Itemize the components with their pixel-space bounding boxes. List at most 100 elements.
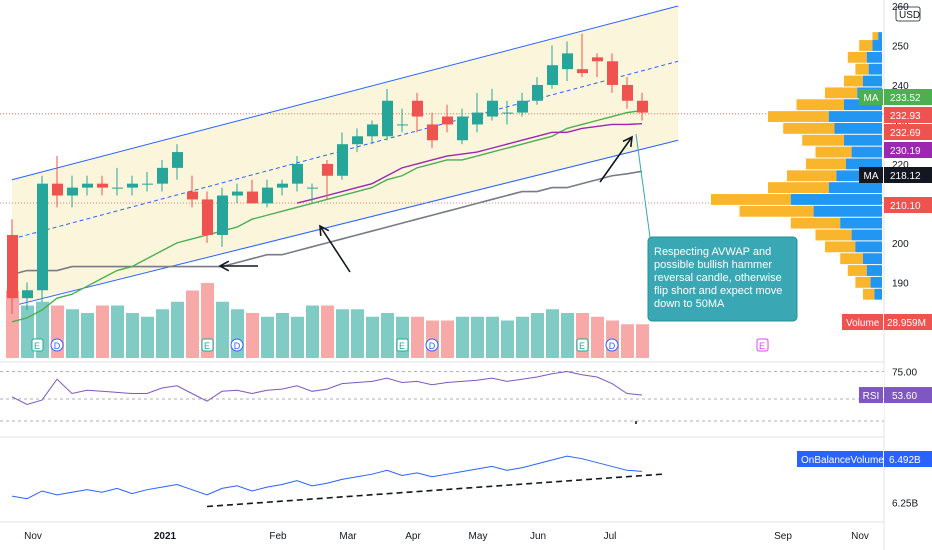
- volume-bar: [471, 316, 484, 358]
- volume-bar: [306, 305, 319, 358]
- rsi-tick-label: 75.00: [892, 368, 917, 379]
- price-tag-label-box: [859, 89, 883, 105]
- volume-bar: [96, 305, 109, 358]
- volume-bar: [486, 316, 499, 358]
- avwap-line: [296, 122, 643, 204]
- obv-line: [11, 455, 643, 500]
- candle-body: [412, 100, 423, 117]
- price-tag-label: MA: [864, 93, 879, 104]
- volume-profile-bar: [844, 75, 863, 87]
- arrow-jan-head: [218, 260, 230, 272]
- volume-tag-label-box: [842, 314, 883, 330]
- earnings-marker-icon: [31, 338, 44, 352]
- annotation-pointer: [635, 133, 653, 253]
- dividend-marker-letter: D: [54, 341, 61, 351]
- earnings-marker-letter: E: [399, 341, 405, 351]
- volume-bar: [156, 309, 169, 358]
- volume-bar: [381, 313, 394, 358]
- candle-body: [292, 163, 303, 184]
- volume-bar: [456, 316, 469, 358]
- volume-profile-bar: [863, 75, 882, 87]
- volume-profile-bar: [851, 229, 882, 241]
- volume-bar: [501, 320, 514, 358]
- rsi-tag-value: 53.60: [892, 391, 917, 402]
- price-tick-label: 200: [892, 239, 909, 250]
- volume-bar: [66, 309, 79, 358]
- volume-profile-bar: [847, 51, 867, 63]
- arrow-aug-head: [622, 135, 633, 148]
- volume-profile-bar: [790, 217, 841, 229]
- rsi-band: [0, 371, 884, 421]
- volume-bar: [321, 305, 334, 358]
- candle-body: [127, 183, 138, 188]
- obv-trendline: [206, 473, 663, 508]
- volume-profile-bar: [806, 158, 846, 170]
- price-tick-label: 240: [892, 81, 909, 92]
- time-tick-label: Mar: [339, 531, 357, 542]
- obv-tag-label-box: [797, 451, 883, 467]
- price-tick-label: 190: [892, 278, 909, 289]
- obv-tag-label: OnBalanceVolume: [801, 455, 884, 466]
- price-tag: [884, 107, 932, 123]
- candle-body: [577, 69, 588, 74]
- volume-bar: [81, 313, 94, 358]
- obv-tick-label: 6.25B: [892, 499, 918, 510]
- volume-profile-bar: [872, 32, 879, 44]
- volume-bar: [531, 313, 544, 358]
- volume-bar: [336, 309, 349, 358]
- price-tag: [884, 124, 932, 140]
- volume-profile-bar: [878, 32, 882, 44]
- volume-profile-bar: [828, 111, 882, 122]
- volume-profile-bar: [866, 51, 882, 63]
- volume-bar: [246, 313, 259, 358]
- candle-body: [37, 183, 48, 291]
- volume-profile-bar: [859, 40, 873, 51]
- candle-body: [517, 100, 528, 113]
- candle-body: [592, 57, 603, 62]
- volume-profile-bar: [840, 217, 882, 229]
- volume-profile-bar: [802, 134, 844, 146]
- earnings-marker-letter: E: [759, 341, 765, 351]
- annotation-line: possible bullish hammer: [654, 259, 772, 271]
- price-tag-value: 230.19: [890, 146, 921, 157]
- channel-upper-line: [11, 5, 679, 181]
- time-tick-label: Nov: [851, 531, 869, 542]
- volume-profile-bar: [851, 146, 882, 158]
- price-tag-value: 232.93: [890, 111, 921, 122]
- price-tag-value: 232.69: [890, 128, 921, 139]
- volume-profile-bar: [866, 265, 882, 276]
- rsi-tag-label-box: [859, 387, 883, 404]
- volume-profile-bar: [768, 111, 829, 122]
- earnings-marker-icon: [756, 338, 769, 352]
- annotation-line: reversal candle, otherwise: [654, 272, 782, 284]
- volume-profile-bar: [855, 241, 882, 253]
- earnings-marker-letter: E: [204, 341, 210, 351]
- volume-profile-bar: [815, 146, 852, 158]
- volume-bar: [186, 290, 199, 358]
- candle-body: [202, 199, 213, 235]
- candle-body: [442, 116, 453, 125]
- currency-box: [895, 6, 921, 22]
- candle-body: [487, 100, 498, 117]
- time-tick-label: Jul: [604, 531, 617, 542]
- volume-tag-value: 28.959M: [887, 318, 926, 329]
- dividend-marker-letter: D: [234, 341, 241, 351]
- dividend-marker-letter: D: [429, 341, 436, 351]
- volume-profile-bar: [815, 229, 852, 241]
- time-tick-label: Jun: [530, 531, 546, 542]
- volume-bar: [216, 301, 229, 358]
- candle-body: [307, 187, 318, 189]
- volume-profile-bar: [870, 276, 882, 288]
- volume-profile-bar: [783, 122, 835, 134]
- ma-long-line: [11, 170, 643, 276]
- volume-profile-bar: [874, 288, 882, 300]
- arrow-mar: [319, 225, 351, 273]
- volume-bar: [411, 316, 424, 358]
- volume-bar: [441, 320, 454, 358]
- volume-bar: [546, 309, 559, 358]
- candle-body: [187, 191, 198, 200]
- rsi-line: [11, 370, 643, 406]
- price-tick-label: 250: [892, 41, 909, 52]
- volume-profile-bar: [739, 205, 814, 217]
- time-tick-label: Feb: [269, 531, 287, 542]
